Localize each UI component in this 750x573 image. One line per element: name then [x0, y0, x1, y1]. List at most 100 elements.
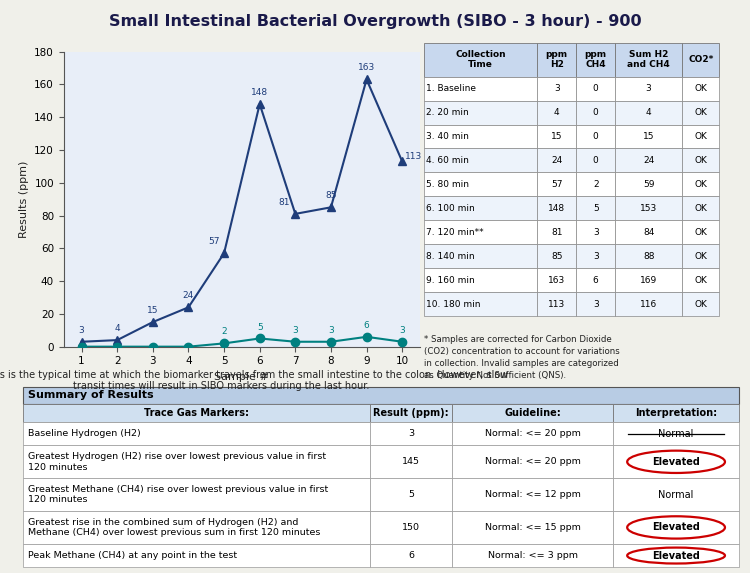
Text: 9. 160 min: 9. 160 min: [426, 276, 475, 285]
Text: Normal: <= 12 ppm: Normal: <= 12 ppm: [485, 490, 580, 499]
Text: Guideline:: Guideline:: [505, 408, 561, 418]
FancyBboxPatch shape: [424, 292, 537, 316]
Text: 15: 15: [643, 132, 655, 141]
FancyBboxPatch shape: [682, 244, 719, 268]
FancyBboxPatch shape: [452, 511, 614, 544]
FancyBboxPatch shape: [615, 124, 682, 148]
FancyBboxPatch shape: [424, 124, 537, 148]
Text: 0: 0: [592, 132, 598, 141]
Text: 153: 153: [640, 204, 657, 213]
Text: 0: 0: [592, 156, 598, 165]
Text: 169: 169: [640, 276, 657, 285]
FancyBboxPatch shape: [682, 268, 719, 292]
Text: OK: OK: [694, 156, 707, 165]
FancyBboxPatch shape: [424, 268, 537, 292]
FancyBboxPatch shape: [615, 197, 682, 221]
Text: 116: 116: [640, 300, 657, 309]
FancyBboxPatch shape: [576, 172, 615, 197]
FancyBboxPatch shape: [614, 511, 739, 544]
FancyBboxPatch shape: [615, 268, 682, 292]
Text: 113: 113: [548, 300, 566, 309]
Text: 84: 84: [643, 228, 654, 237]
Text: 8. 140 min: 8. 140 min: [426, 252, 475, 261]
Text: Elevated: Elevated: [652, 551, 700, 560]
Text: 3: 3: [328, 326, 334, 335]
Text: OK: OK: [694, 252, 707, 261]
Text: 163: 163: [358, 64, 375, 73]
Text: Normal: <= 15 ppm: Normal: <= 15 ppm: [485, 523, 580, 532]
FancyBboxPatch shape: [615, 43, 682, 77]
Text: 5: 5: [256, 323, 262, 332]
FancyBboxPatch shape: [537, 77, 576, 100]
Text: 7. 120 min**: 7. 120 min**: [426, 228, 484, 237]
FancyBboxPatch shape: [537, 100, 576, 124]
Text: 2: 2: [593, 180, 598, 189]
FancyBboxPatch shape: [370, 404, 452, 422]
FancyBboxPatch shape: [22, 422, 370, 445]
Text: **120 minutes is the typical time at which the biomarker travels from the small : **120 minutes is the typical time at whi…: [0, 370, 509, 391]
FancyBboxPatch shape: [537, 148, 576, 172]
FancyBboxPatch shape: [615, 148, 682, 172]
Text: 1. Baseline: 1. Baseline: [426, 84, 476, 93]
FancyBboxPatch shape: [537, 244, 576, 268]
Text: Small Intestinal Bacterial Overgrowth (SIBO - 3 hour) - 900: Small Intestinal Bacterial Overgrowth (S…: [109, 14, 641, 29]
Text: 15: 15: [147, 306, 158, 315]
FancyBboxPatch shape: [424, 172, 537, 197]
FancyBboxPatch shape: [370, 478, 452, 511]
Text: Summary of Results: Summary of Results: [28, 390, 154, 401]
Text: 3: 3: [408, 429, 414, 438]
FancyBboxPatch shape: [576, 244, 615, 268]
Text: OK: OK: [694, 204, 707, 213]
Text: 6: 6: [408, 551, 414, 560]
Text: 5: 5: [592, 204, 598, 213]
FancyBboxPatch shape: [614, 445, 739, 478]
Text: Greatest Hydrogen (H2) rise over lowest previous value in first
120 minutes: Greatest Hydrogen (H2) rise over lowest …: [28, 452, 326, 472]
FancyBboxPatch shape: [452, 404, 614, 422]
Text: 5: 5: [408, 490, 414, 499]
FancyBboxPatch shape: [576, 124, 615, 148]
FancyBboxPatch shape: [22, 478, 370, 511]
Text: OK: OK: [694, 276, 707, 285]
Text: 6: 6: [364, 321, 370, 330]
FancyBboxPatch shape: [576, 77, 615, 100]
Text: OK: OK: [694, 300, 707, 309]
Text: 24: 24: [551, 156, 562, 165]
Text: OK: OK: [694, 228, 707, 237]
Text: 3: 3: [79, 326, 85, 335]
Text: 10. 180 min: 10. 180 min: [426, 300, 481, 309]
FancyBboxPatch shape: [22, 445, 370, 478]
Text: 5. 80 min: 5. 80 min: [426, 180, 470, 189]
Text: 59: 59: [643, 180, 655, 189]
Text: 113: 113: [405, 152, 422, 162]
Text: 85: 85: [551, 252, 562, 261]
FancyBboxPatch shape: [537, 197, 576, 221]
Text: 2. 20 min: 2. 20 min: [426, 108, 469, 117]
Text: 148: 148: [251, 88, 268, 97]
FancyBboxPatch shape: [452, 445, 614, 478]
FancyBboxPatch shape: [370, 422, 452, 445]
FancyBboxPatch shape: [682, 221, 719, 244]
FancyBboxPatch shape: [576, 43, 615, 77]
Text: Baseline Hydrogen (H2): Baseline Hydrogen (H2): [28, 429, 140, 438]
FancyBboxPatch shape: [452, 478, 614, 511]
FancyBboxPatch shape: [682, 43, 719, 77]
Text: Elevated: Elevated: [652, 457, 700, 467]
FancyBboxPatch shape: [424, 244, 537, 268]
Y-axis label: Results (ppm): Results (ppm): [19, 160, 28, 238]
Text: Greatest Methane (CH4) rise over lowest previous value in first
120 minutes: Greatest Methane (CH4) rise over lowest …: [28, 485, 328, 504]
Text: 15: 15: [551, 132, 562, 141]
Text: 57: 57: [551, 180, 562, 189]
Text: Normal: <= 20 ppm: Normal: <= 20 ppm: [485, 457, 580, 466]
Text: Result (ppm):: Result (ppm):: [374, 408, 449, 418]
Text: 3. 40 min: 3. 40 min: [426, 132, 469, 141]
FancyBboxPatch shape: [576, 268, 615, 292]
FancyBboxPatch shape: [424, 77, 537, 100]
Text: Normal: Normal: [658, 489, 694, 500]
Text: ppm
CH4: ppm CH4: [585, 50, 607, 69]
FancyBboxPatch shape: [537, 43, 576, 77]
FancyBboxPatch shape: [614, 422, 739, 445]
FancyBboxPatch shape: [22, 544, 370, 567]
FancyBboxPatch shape: [615, 100, 682, 124]
FancyBboxPatch shape: [424, 197, 537, 221]
Text: 24: 24: [643, 156, 654, 165]
